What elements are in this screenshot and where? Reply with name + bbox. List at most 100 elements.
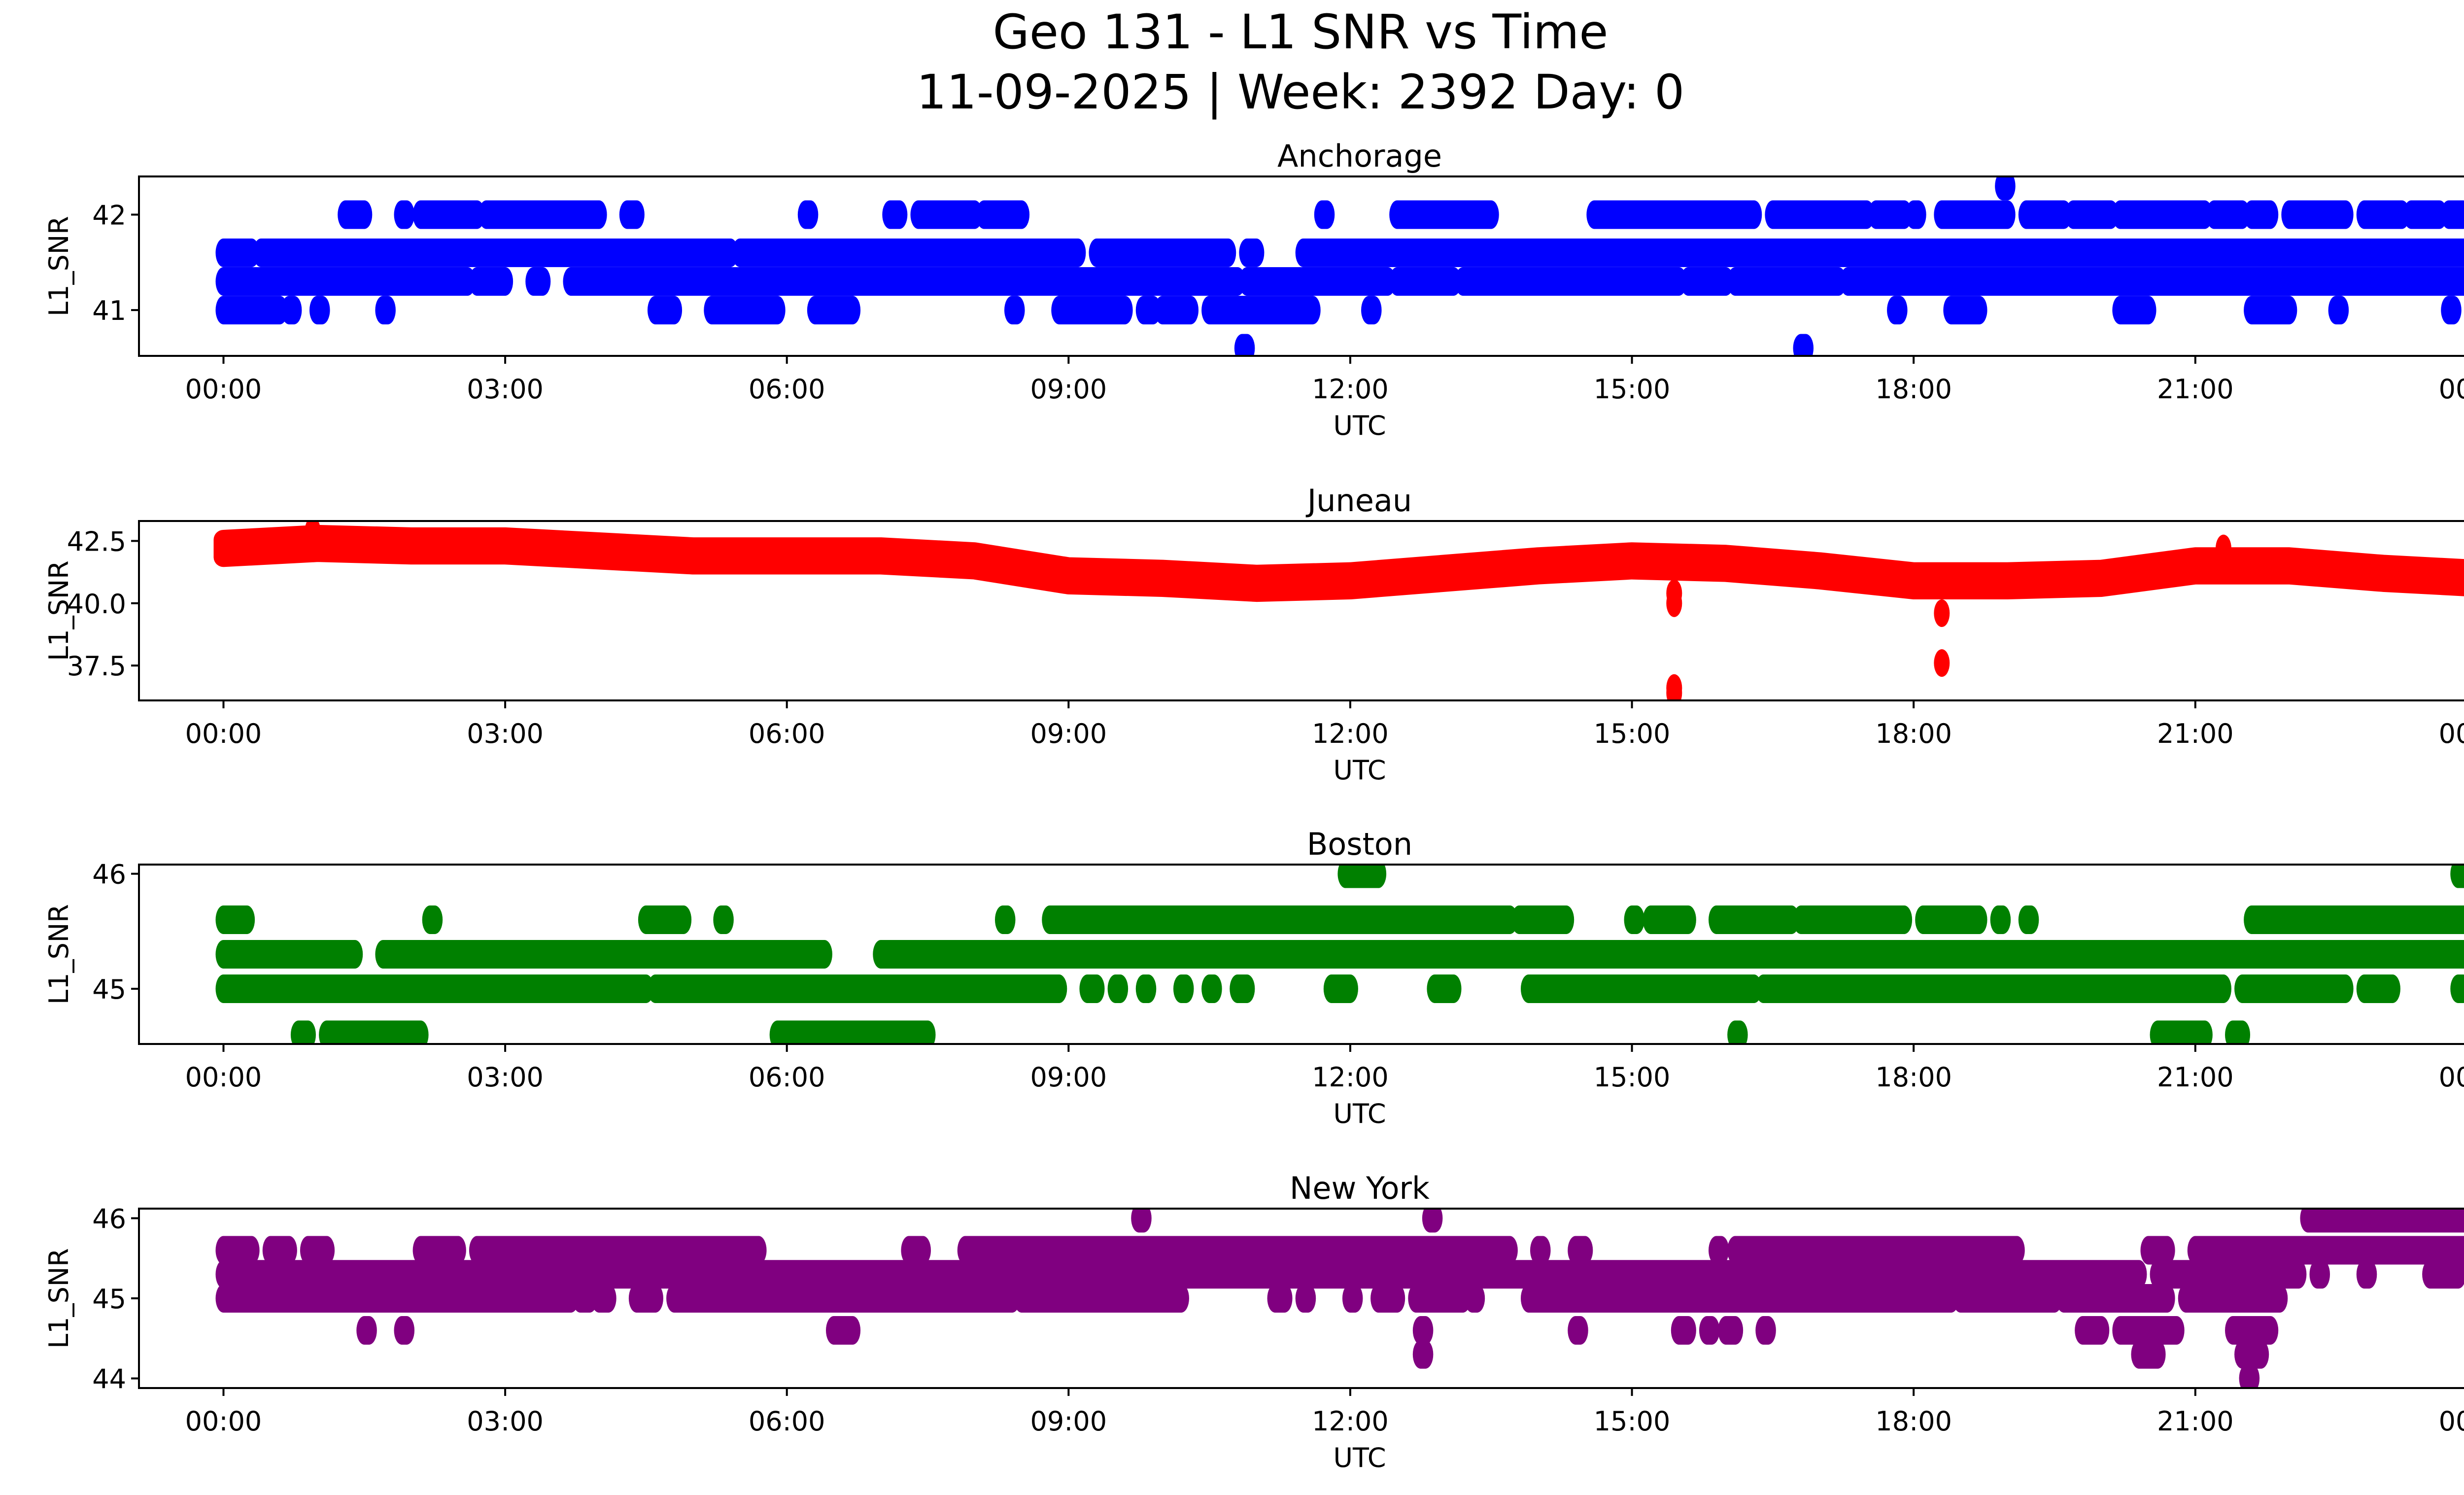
y-axis-label: L1_SNR xyxy=(43,1248,74,1349)
data-run xyxy=(215,267,476,296)
x-tick-label: 21:00 xyxy=(2157,1406,2234,1437)
data-run xyxy=(2206,200,2251,229)
data-run xyxy=(2018,200,2072,229)
x-tick-label: 00:00 xyxy=(185,1406,262,1437)
data-run xyxy=(1389,267,1462,296)
x-tick-label: 03:00 xyxy=(467,1062,544,1093)
data-points xyxy=(215,865,2464,1044)
data-run xyxy=(1295,1284,1316,1313)
data-run xyxy=(1915,905,1987,934)
data-run xyxy=(1361,296,1382,325)
data-run xyxy=(1709,905,1800,934)
data-point xyxy=(1666,579,1682,607)
data-run xyxy=(2056,1284,2175,1313)
panel-title: Anchorage xyxy=(1277,138,1442,174)
data-run xyxy=(1718,1316,1744,1345)
data-run xyxy=(1342,1284,1363,1313)
data-run xyxy=(1520,974,1762,1003)
data-run xyxy=(976,200,1030,229)
data-run xyxy=(2225,1316,2279,1345)
axes-frame xyxy=(138,520,2464,701)
data-run xyxy=(2239,1364,2260,1388)
data-run xyxy=(1267,1284,1293,1313)
data-run xyxy=(469,267,513,296)
data-run xyxy=(319,1020,429,1044)
data-run xyxy=(2150,1020,2213,1044)
data-run xyxy=(619,200,645,229)
data-run xyxy=(2281,200,2354,229)
x-tick-label: 12:00 xyxy=(1312,374,1389,405)
data-run xyxy=(647,974,1067,1003)
x-tick-label: 00:00 xyxy=(2439,1406,2464,1437)
x-tick-label: 09:00 xyxy=(1030,374,1107,405)
x-tick-label: 03:00 xyxy=(467,718,544,749)
data-point xyxy=(1934,599,1950,627)
data-run xyxy=(1239,267,1396,296)
chart-title-line1: Geo 131 - L1 SNR vs Time xyxy=(993,4,1608,60)
panels: Anchorage 41 42 L1_SNR 00:00 03:00 06:00 09:00 1… xyxy=(43,138,2464,1473)
data-run xyxy=(2403,200,2448,229)
data-run xyxy=(1154,296,1199,325)
data-run xyxy=(1422,1209,1443,1233)
x-tick-label: 00:00 xyxy=(2439,1062,2464,1093)
data-run xyxy=(1727,1236,2025,1265)
data-run xyxy=(2234,974,2354,1003)
x-tick-label: 18:00 xyxy=(1875,1406,1952,1437)
x-axis-label: UTC xyxy=(1333,1442,1386,1473)
data-run xyxy=(1014,1284,1189,1313)
data-run xyxy=(2450,865,2464,888)
data-run xyxy=(1230,974,1255,1003)
data-run xyxy=(1427,974,1462,1003)
x-axis-label: UTC xyxy=(1333,755,1386,786)
data-run xyxy=(1004,296,1025,325)
data-run xyxy=(2253,1260,2307,1289)
data-run xyxy=(1234,334,1255,356)
data-run xyxy=(713,905,734,934)
data-run xyxy=(1173,974,1194,1003)
x-tick-label: 00:00 xyxy=(185,718,262,749)
data-run xyxy=(2131,1340,2166,1369)
data-run xyxy=(1868,200,1913,229)
x-tick-label: 12:00 xyxy=(1312,1406,1389,1437)
x-tick-label: 15:00 xyxy=(1594,718,1671,749)
y-tick-label: 42 xyxy=(92,200,126,231)
data-run xyxy=(2328,296,2349,325)
data-run xyxy=(1765,200,1875,229)
data-run xyxy=(807,296,861,325)
data-run xyxy=(2018,905,2039,934)
chart-title-line2: 11-09-2025 | Week: 2392 Day: 0 xyxy=(917,65,1685,120)
data-run xyxy=(478,200,607,229)
x-tick-label: 21:00 xyxy=(2157,374,2234,405)
x-tick-label: 15:00 xyxy=(1594,1406,1671,1437)
x-tick-label: 18:00 xyxy=(1875,1062,1952,1093)
x-tick-label: 03:00 xyxy=(467,1406,544,1437)
data-run xyxy=(647,296,683,325)
data-run xyxy=(215,296,288,325)
data-run xyxy=(1709,1236,1729,1265)
data-run xyxy=(2441,200,2464,229)
axes-frame xyxy=(138,175,2464,357)
data-run xyxy=(1201,296,1321,325)
x-tick-label: 03:00 xyxy=(467,374,544,405)
data-run xyxy=(2309,1260,2330,1289)
data-run xyxy=(2244,296,2297,325)
data-run xyxy=(2234,1340,2269,1369)
data-run xyxy=(2450,974,2464,1003)
data-run xyxy=(957,1236,1518,1265)
data-run xyxy=(1793,905,1913,934)
data-point xyxy=(2215,534,2231,562)
x-axis-label: UTC xyxy=(1333,410,1386,441)
y-tick-label: 44 xyxy=(92,1364,126,1395)
y-axis-label: L1_SNR xyxy=(43,560,74,661)
y-tick-label: 37.5 xyxy=(67,651,126,682)
panel-anchorage: Anchorage 41 42 L1_SNR 00:00 03:00 06:00 09:00 1… xyxy=(43,138,2464,441)
data-run xyxy=(1755,1316,1776,1345)
data-points xyxy=(213,521,2464,700)
data-run xyxy=(873,267,1246,296)
data-run xyxy=(215,940,363,969)
data-run xyxy=(215,974,654,1003)
data-run xyxy=(1793,334,1814,356)
data-run xyxy=(1727,267,1847,296)
panel-new-york: New York 44 45 46 L1_SNR 00:00 03:00 06:00 09:00… xyxy=(43,1170,2464,1473)
